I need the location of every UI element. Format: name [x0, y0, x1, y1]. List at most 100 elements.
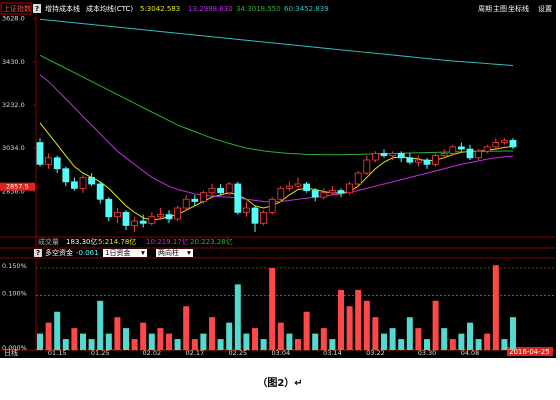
candle-body: [483, 146, 491, 152]
flow-bar: [234, 284, 241, 350]
candle-body: [337, 190, 345, 194]
menu[interactable]: 周期: [478, 5, 492, 13]
help-box[interactable]: [33, 4, 41, 13]
flow-bar: [88, 339, 95, 350]
flow-bar: [54, 311, 61, 350]
x-tick-label: 03.14: [323, 349, 342, 357]
flow-bar: [45, 322, 52, 350]
flow-bar: [114, 317, 121, 350]
y-tick-label: 0.100%: [2, 289, 27, 297]
flow-bar: [269, 268, 276, 350]
ma-legend: 5:3042.583: [140, 5, 180, 13]
flow-bar: [492, 265, 499, 350]
y-tick-label: 3628.0: [2, 15, 25, 23]
last-date: 2016-04-25: [509, 348, 550, 356]
index-name[interactable]: 上证指数: [3, 4, 31, 13]
candle-body: [208, 187, 216, 194]
menu[interactable]: 坐标线: [508, 4, 529, 13]
x-tick-label: 03.30: [418, 349, 437, 357]
flow-bar: [131, 339, 138, 350]
help-box[interactable]: [34, 249, 42, 257]
candle-body: [79, 177, 87, 189]
dropdown-arrow[interactable]: ▼: [141, 251, 145, 257]
candle-body: [320, 192, 328, 198]
flow-bar: [62, 339, 69, 350]
menu[interactable]: 设置: [538, 4, 552, 13]
candle-body: [122, 211, 130, 226]
candle-body: [71, 181, 78, 189]
ma-line: [39, 74, 514, 203]
help[interactable]: ?: [35, 5, 39, 13]
candle-body: [500, 139, 508, 143]
candle-body: [277, 187, 285, 200]
flow-bar: [157, 328, 164, 350]
help[interactable]: ?: [36, 249, 40, 257]
flow-bar: [381, 333, 387, 350]
candle-body: [449, 146, 457, 154]
flow-bar: [372, 317, 379, 350]
flow-bar: [363, 300, 370, 350]
flow-bar: [166, 333, 172, 350]
x-tick-label: 03.22: [366, 349, 385, 357]
candle-body: [354, 172, 362, 185]
candle-body: [285, 185, 293, 189]
y-tick-label: 2836.0: [2, 187, 25, 195]
candle-body: [88, 177, 95, 185]
index-box[interactable]: [0, 2, 32, 15]
candle-body: [311, 190, 319, 198]
y-tick-label: 3430.0: [2, 58, 25, 66]
dropdown-arrow[interactable]: ▼: [187, 251, 191, 257]
flow-bar: [338, 289, 344, 350]
period-label: 日线: [4, 348, 18, 357]
flow-bar: [209, 317, 215, 350]
flow-bar: [226, 322, 233, 350]
candle-body: [36, 142, 44, 165]
flow-bar: [346, 306, 353, 350]
flow-bar: [277, 322, 284, 350]
candle-body: [234, 183, 242, 213]
x-tick-label: 01.15: [48, 349, 67, 357]
flow-value: -0.061: [76, 249, 99, 257]
flow-bar: [295, 339, 301, 350]
candle-body: [53, 157, 61, 170]
candle-body: [303, 183, 311, 191]
dropdown[interactable]: [156, 249, 193, 257]
candle-body: [440, 153, 448, 157]
dropdown-text[interactable]: 1日资金: [105, 248, 130, 257]
flow-bar: [252, 328, 258, 350]
flow-bar: [303, 311, 310, 350]
dropdown[interactable]: [103, 249, 147, 257]
candle-body: [251, 207, 259, 224]
volume-ma: 10:219.17亿: [146, 237, 189, 246]
flow-bar: [200, 333, 207, 350]
candle-body: [165, 214, 173, 220]
x-tick-label: 01.25: [91, 349, 110, 357]
menu[interactable]: 主图: [493, 4, 507, 13]
x-tick-label: 04.08: [461, 349, 480, 357]
volume-label: 成交量: [38, 237, 59, 246]
flow-bar: [501, 339, 508, 350]
flow-bar: [37, 333, 43, 350]
candle-body: [45, 157, 52, 165]
candle-body: [475, 150, 483, 159]
flow-bar: [217, 339, 224, 350]
candle-body: [242, 207, 250, 213]
dropdown-text[interactable]: 两向柱: [158, 248, 179, 257]
flow-bar: [467, 322, 473, 350]
ma-legend: 34:3018.550: [236, 5, 281, 13]
candle-body: [328, 190, 336, 194]
candle-body: [432, 155, 440, 165]
flow-bar: [510, 317, 516, 350]
flow-bar: [458, 333, 465, 350]
flow-bar: [424, 339, 430, 350]
ma-line: [39, 54, 513, 156]
candle-body: [380, 153, 388, 157]
candle-body: [105, 198, 113, 218]
x-tick-label: 03.04: [271, 349, 290, 357]
candle-body: [139, 220, 147, 224]
candle-body: [156, 214, 164, 218]
candle-body: [191, 198, 199, 202]
price-marker: [0, 182, 35, 191]
flow-bar: [329, 339, 336, 350]
y-tick-label: 0.150%: [2, 262, 27, 270]
